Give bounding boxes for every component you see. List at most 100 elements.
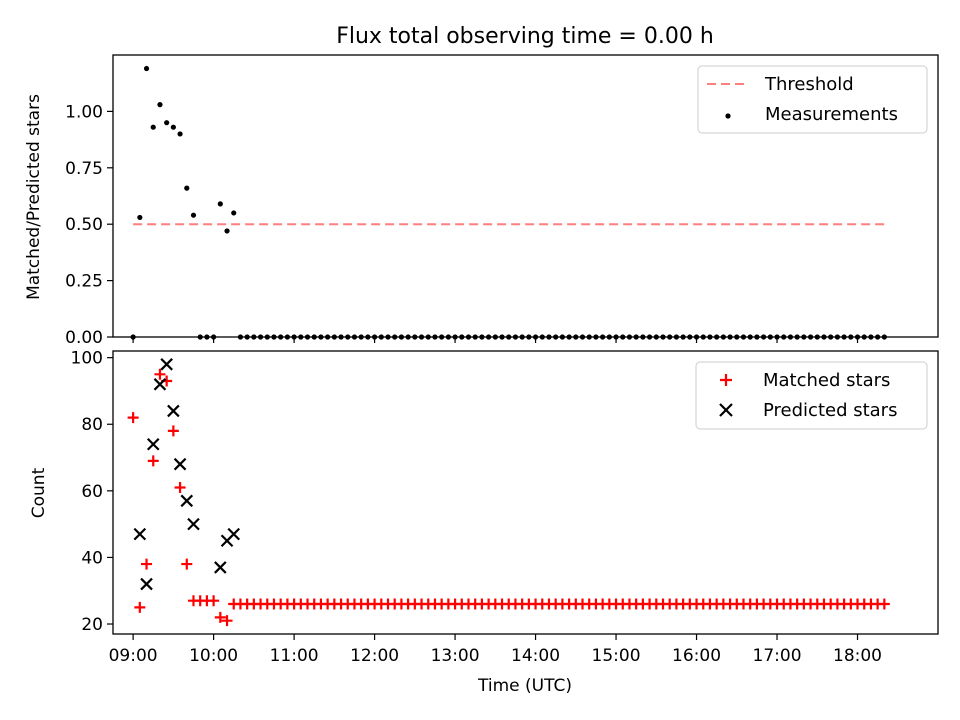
measurement-point: [707, 334, 713, 340]
measurement-point: [164, 120, 170, 126]
measurement-point: [673, 334, 680, 340]
top-axes-frame: [112, 54, 939, 338]
measurement-point: [854, 334, 861, 340]
measurement-point: [801, 334, 807, 340]
matched-stars-series: [127, 368, 890, 627]
measurement-point: [553, 334, 559, 340]
legend-threshold-label: Threshold: [764, 74, 854, 95]
measurement-point: [405, 334, 411, 340]
measurement-point: [700, 334, 706, 340]
measurement-point: [418, 334, 425, 340]
measurement-point: [761, 334, 767, 340]
measurement-point: [714, 334, 720, 340]
legend-matched-label: Matched stars: [763, 370, 890, 391]
measurement-point: [646, 334, 653, 340]
measurement-point: [237, 334, 244, 340]
x-tick-label: 12:00: [350, 646, 399, 666]
measurement-point: [787, 334, 794, 340]
matched-star-point: [208, 595, 220, 607]
measurement-point: [143, 65, 150, 72]
measurement-point: [593, 334, 599, 340]
measurement-point: [828, 334, 834, 340]
measurement-point: [278, 334, 284, 340]
bottom-y-axis-label: Count: [29, 467, 49, 518]
top-y-tick-label: 0.00: [65, 328, 103, 348]
measurement-point: [197, 334, 203, 340]
measurement-point: [251, 334, 257, 340]
matched-star-point: [147, 455, 159, 467]
legend-predicted-swatch: [719, 403, 733, 417]
measurement-point: [727, 334, 733, 340]
measurement-point: [157, 102, 163, 108]
measurement-point: [747, 334, 753, 340]
x-tick-label: 14:00: [511, 646, 560, 666]
measurement-point: [600, 334, 606, 340]
figure-title: Flux total observing time = 0.00 h: [336, 24, 714, 49]
predicted-star-point: [153, 378, 167, 391]
measurement-point: [519, 334, 525, 340]
predicted-star-point: [173, 457, 187, 471]
legend-measurements-swatch: [725, 113, 731, 119]
measurement-point: [687, 334, 693, 340]
measurement-point: [331, 334, 337, 340]
measurement-point: [224, 228, 230, 234]
legend-measurements-label: Measurements: [765, 104, 898, 125]
measurement-point: [465, 334, 472, 340]
measurement-point: [284, 334, 290, 340]
measurement-point: [640, 334, 646, 340]
top-y-axis-label: Matched/Predicted stars: [24, 94, 44, 300]
bottom-y-tick-label: 20: [81, 615, 103, 635]
predicted-star-point: [180, 494, 194, 508]
measurement-point: [184, 185, 190, 191]
measurement-point: [573, 334, 579, 340]
measurement-point: [217, 201, 223, 207]
bottom-axes-frame: [112, 350, 939, 635]
measurement-point: [486, 334, 492, 340]
x-tick-label: 18:00: [833, 646, 882, 666]
matched-star-point: [134, 601, 146, 613]
measurement-point: [264, 334, 270, 340]
measurement-point: [351, 334, 358, 340]
x-axis-label: Time (UTC): [477, 676, 572, 696]
measurement-point: [868, 334, 874, 340]
bottom-y-tick-label: 80: [81, 415, 103, 435]
bottom-y-tick-label: 100: [71, 349, 103, 369]
measurement-point: [841, 334, 847, 340]
measurement-point: [821, 334, 827, 340]
measurement-point: [392, 334, 398, 340]
measurement-point: [130, 334, 136, 340]
measurement-point: [371, 334, 378, 340]
top-y-tick-label: 0.75: [65, 159, 103, 179]
measurement-point: [680, 334, 686, 340]
matched-star-point: [154, 368, 166, 380]
measurement-point: [861, 334, 867, 340]
measurement-point: [620, 334, 626, 340]
measurement-point: [834, 334, 840, 340]
predicted-star-point: [227, 527, 241, 541]
measurement-point: [304, 334, 311, 340]
legend-predicted-label: Predicted stars: [763, 400, 897, 421]
x-tick-label: 11:00: [270, 646, 319, 666]
measurement-point: [734, 334, 740, 340]
measurement-point: [338, 334, 344, 340]
predicted-star-point: [167, 404, 180, 418]
measurement-point: [425, 334, 431, 340]
measurement-point: [539, 334, 545, 340]
predicted-star-point: [140, 577, 153, 591]
measurements-series: [130, 65, 887, 340]
measurement-point: [318, 334, 324, 340]
top-y-ticks: 0.00 0.25 0.50 0.75 1.00: [65, 102, 113, 348]
measurement-point: [177, 131, 183, 137]
measurement-point: [532, 334, 539, 340]
predicted-star-point: [160, 358, 173, 371]
bottom-y-tick-label: 60: [81, 482, 103, 502]
measurement-point: [492, 334, 498, 340]
measurement-point: [150, 124, 156, 130]
measurement-point: [137, 214, 143, 221]
measurement-point: [754, 334, 760, 340]
top-legend: Threshold Measurements: [697, 65, 928, 134]
predicted-stars-series: [133, 358, 241, 591]
measurement-point: [586, 334, 592, 340]
measurement-point: [559, 334, 565, 340]
